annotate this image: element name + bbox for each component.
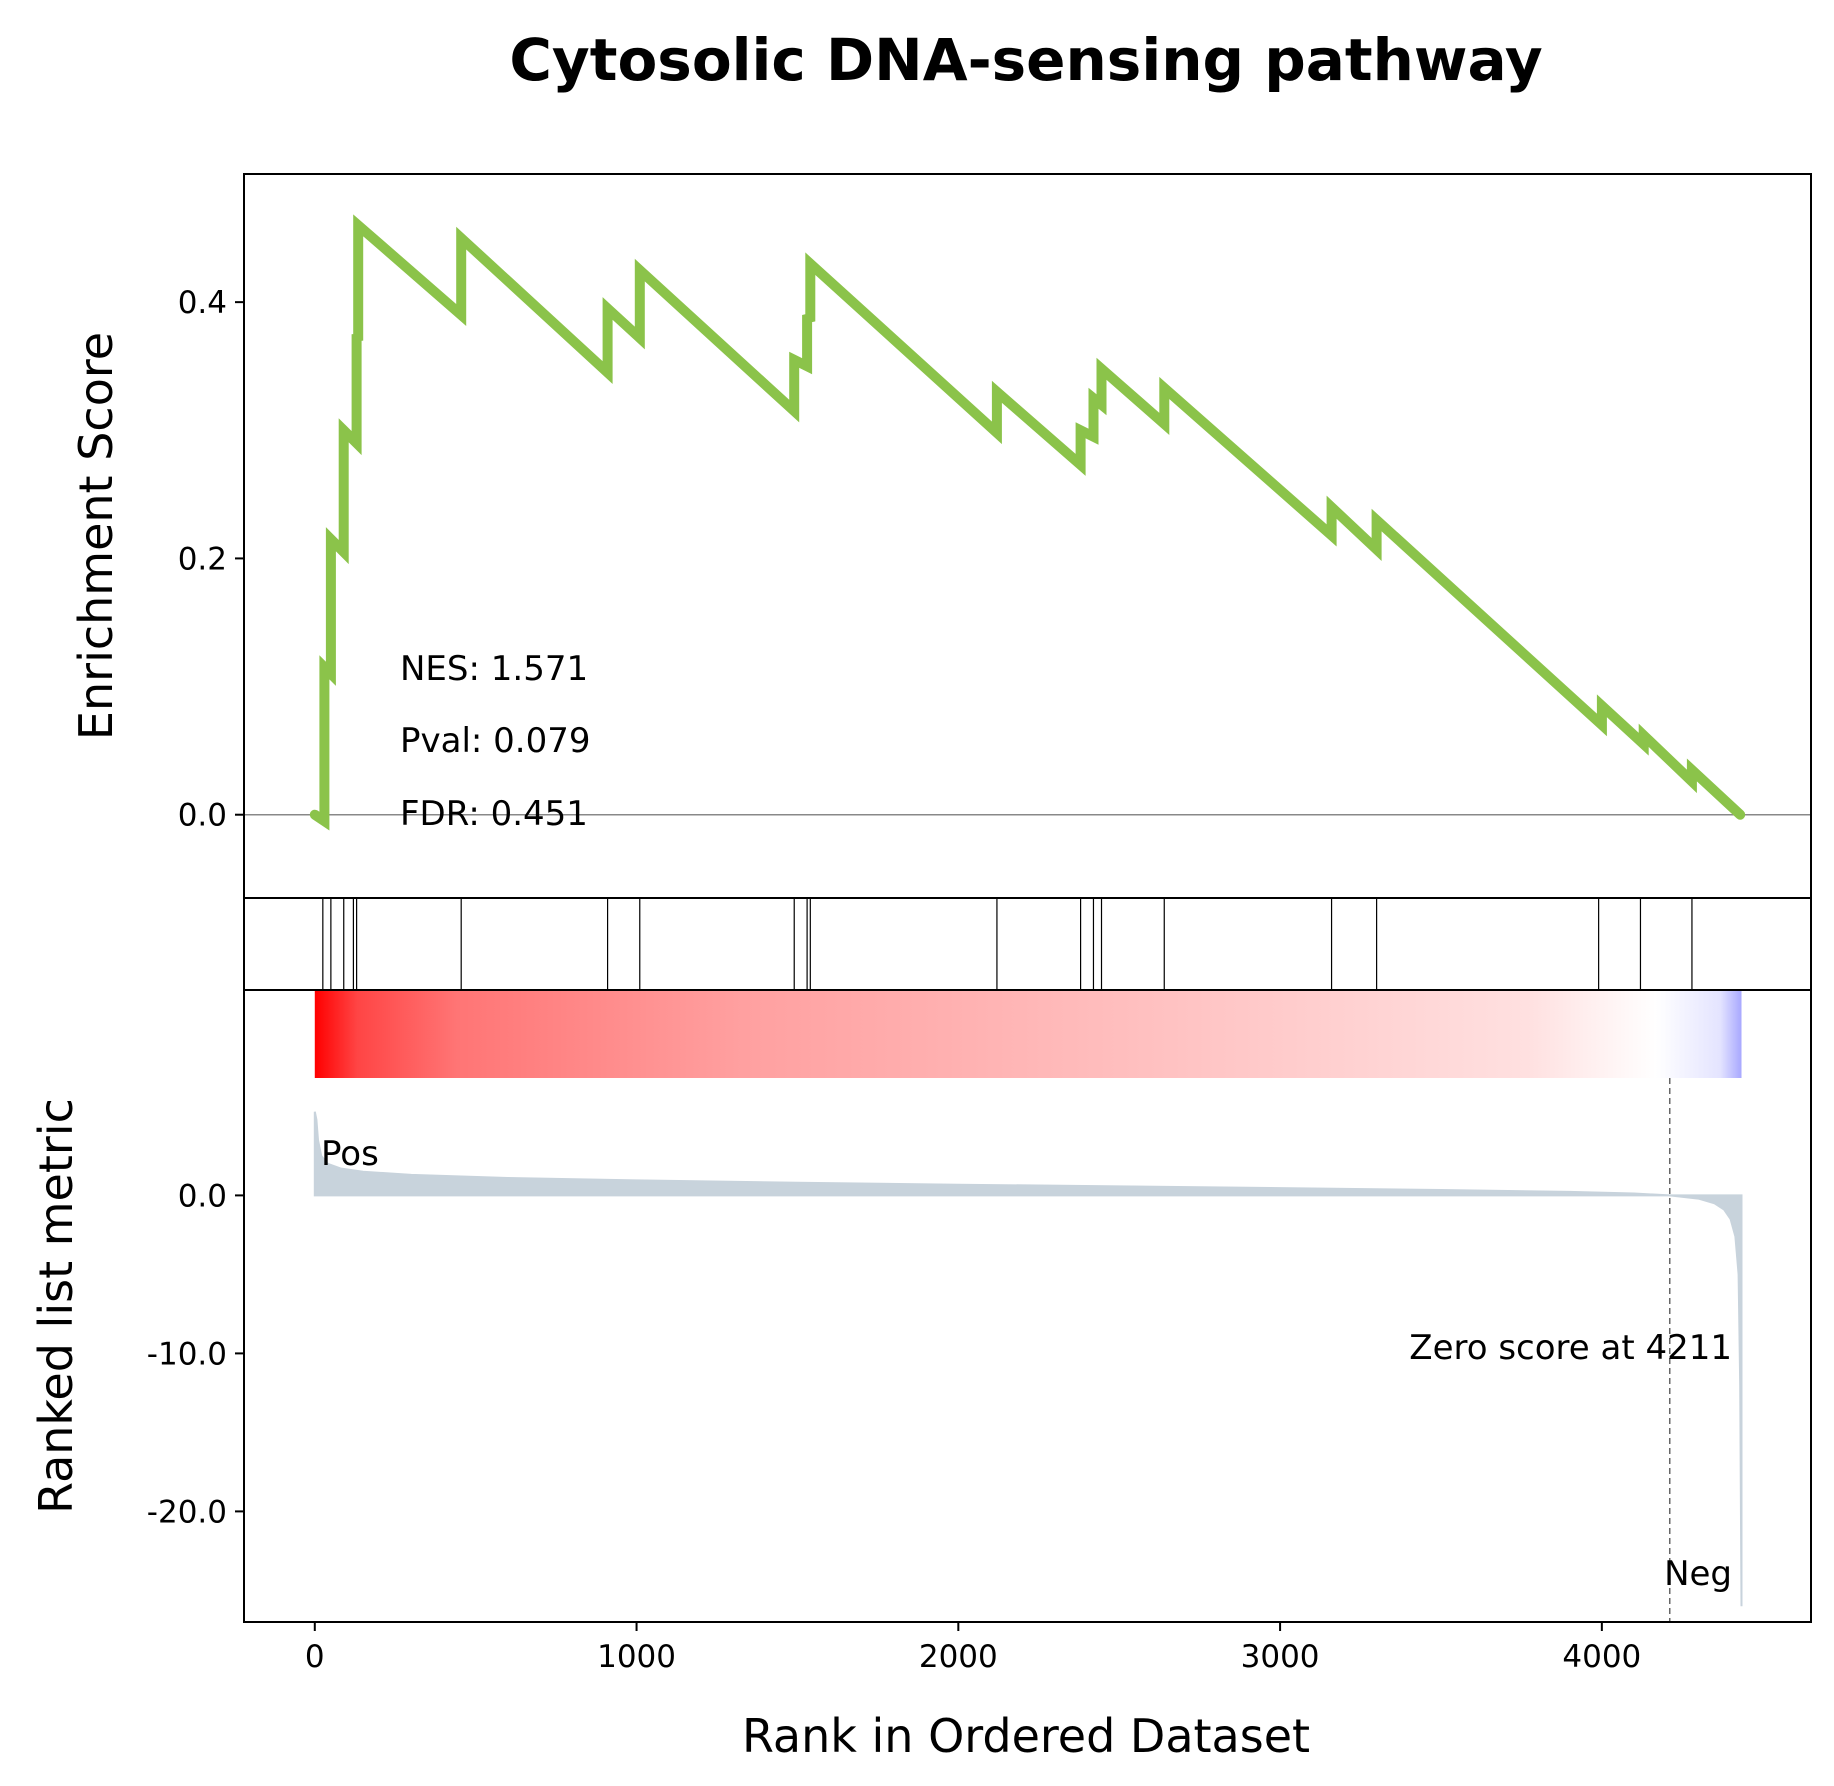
enrichment-score-line xyxy=(309,214,1746,831)
hit-lines xyxy=(322,898,1693,990)
fdr-annotation: FDR: 0.451 xyxy=(400,794,588,834)
ranked-y-tick-label: 0.0 xyxy=(178,1178,227,1214)
enrichment-y-tick-label: 0.4 xyxy=(178,285,227,321)
ranked-frame xyxy=(243,989,1812,1623)
nes-annotation: NES: 1.571 xyxy=(400,649,588,689)
rank-heatmap-bar xyxy=(314,990,1742,1078)
ranked-metric-area xyxy=(313,1111,1743,1607)
x-axis-ticks: 0 1000 2000 3000 4000 xyxy=(305,1622,1641,1675)
ranked-y-ticks: 0.0 -10.0 -20.0 xyxy=(147,1178,244,1530)
x-tick-label: 1000 xyxy=(597,1639,676,1675)
enrichment-panel: 0.0 0.2 0.4 NES: 1.571 Pval: 0.079 FDR: 0.… xyxy=(178,173,1812,899)
ranked-y-label: Ranked list metric xyxy=(29,1098,83,1514)
ranked-metric-panel: 0.0 -10.0 -20.0 Zero score at 4211 Pos Neg xyxy=(147,989,1812,1623)
x-tick-label: 2000 xyxy=(919,1639,998,1675)
ranked-y-tick-label: -10.0 xyxy=(147,1336,227,1372)
x-axis-label: Rank in Ordered Dataset xyxy=(742,1709,1310,1763)
enrichment-y-label: Enrichment Score xyxy=(69,332,123,740)
zero-score-label: Zero score at 4211 xyxy=(1409,1328,1732,1368)
neg-label: Neg xyxy=(1664,1554,1732,1594)
x-tick-label: 0 xyxy=(305,1639,325,1675)
x-tick-label: 4000 xyxy=(1562,1639,1641,1675)
chart-title: Cytosolic DNA-sensing pathway xyxy=(509,26,1542,94)
ranked-y-tick-label: -20.0 xyxy=(147,1494,227,1530)
pval-annotation: Pval: 0.079 xyxy=(400,721,591,761)
enrichment-frame xyxy=(243,173,1812,899)
x-tick-label: 3000 xyxy=(1241,1639,1320,1675)
enrichment-y-ticks: 0.0 0.2 0.4 xyxy=(178,285,244,834)
enrichment-y-tick-label: 0.2 xyxy=(178,541,227,577)
enrichment-y-tick-label: 0.0 xyxy=(178,798,227,834)
pos-label: Pos xyxy=(321,1134,379,1174)
hits-panel xyxy=(243,897,1812,991)
hits-frame xyxy=(243,897,1812,991)
